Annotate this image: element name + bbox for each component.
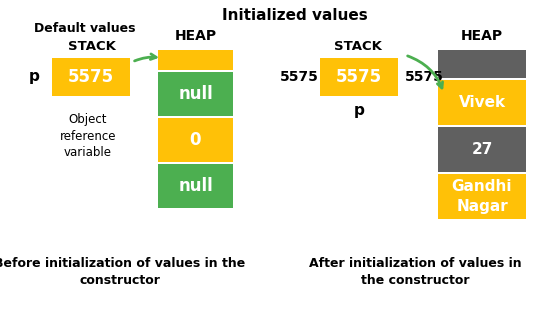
Text: STACK: STACK: [68, 40, 116, 52]
Text: Before initialization of values in the
constructor: Before initialization of values in the c…: [0, 257, 246, 287]
Text: HEAP: HEAP: [174, 29, 217, 43]
Bar: [52, 58, 130, 96]
Text: Vivek: Vivek: [459, 95, 506, 110]
Text: 5575: 5575: [336, 68, 382, 86]
Bar: [158, 72, 233, 116]
Text: 0: 0: [190, 131, 201, 149]
Text: null: null: [178, 85, 213, 103]
Text: 5575: 5575: [404, 70, 444, 84]
Text: After initialization of values in
the constructor: After initialization of values in the co…: [309, 257, 521, 287]
Bar: [438, 174, 526, 219]
Text: Gandhi
Nagar: Gandhi Nagar: [452, 179, 512, 214]
Bar: [438, 80, 526, 125]
Text: 5575: 5575: [68, 68, 114, 86]
Text: STACK: STACK: [334, 40, 382, 52]
Bar: [438, 50, 526, 78]
Bar: [320, 58, 398, 96]
Bar: [438, 127, 526, 172]
Text: Default values: Default values: [34, 23, 136, 35]
Text: null: null: [178, 177, 213, 195]
Bar: [158, 50, 233, 70]
Text: p: p: [353, 102, 365, 117]
Bar: [158, 164, 233, 208]
Text: 27: 27: [472, 142, 493, 157]
Text: 5575: 5575: [279, 70, 319, 84]
Text: HEAP: HEAP: [461, 29, 503, 43]
Bar: [158, 118, 233, 162]
Text: Object
reference
variable: Object reference variable: [60, 112, 116, 160]
Text: p: p: [29, 69, 39, 84]
Text: Initialized values: Initialized values: [222, 8, 368, 23]
